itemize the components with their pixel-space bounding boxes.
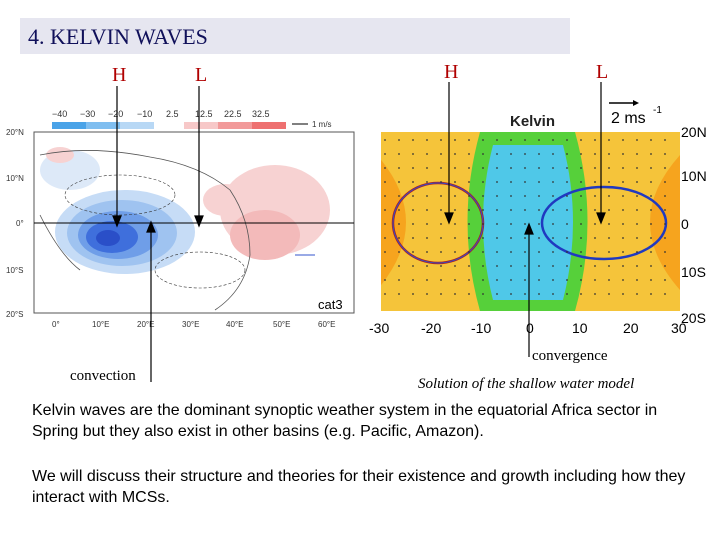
lat-tick: 20°N xyxy=(6,128,24,137)
label-l-right: L xyxy=(596,61,609,83)
label-l-left: L xyxy=(195,64,208,86)
lon-tick: 60°E xyxy=(318,320,335,329)
vector-unit: 1 m/s xyxy=(312,120,332,129)
colorbar-tick: −30 xyxy=(80,109,95,119)
x-tick: -20 xyxy=(421,320,441,336)
label-h-left: H xyxy=(112,64,127,86)
slide-title: 4. KELVIN WAVES xyxy=(28,24,208,49)
lat-tick: 0° xyxy=(16,219,24,228)
colorbar-tick: −10 xyxy=(137,109,152,119)
caption-model: Solution of the shallow water model xyxy=(418,376,635,392)
colorbar-tick: 12.5 xyxy=(195,109,213,119)
colorbar-tick: −20 xyxy=(108,109,123,119)
colorbar xyxy=(52,122,286,129)
paragraph-1: Kelvin waves are the dominant synoptic w… xyxy=(32,402,658,440)
lon-tick: 20°E xyxy=(137,320,154,329)
model-title: Kelvin xyxy=(510,113,555,130)
x-tick: 0 xyxy=(526,320,534,336)
label-h-right: H xyxy=(444,61,459,83)
lon-tick: 0° xyxy=(52,320,60,329)
lat-tick: 20°S xyxy=(6,310,23,319)
arrow-scale: 2 ms xyxy=(611,110,646,127)
y-tick: 10S xyxy=(681,264,706,280)
wind-vector-field xyxy=(384,139,666,295)
y-tick: 20N xyxy=(681,124,707,140)
lon-tick: 10°E xyxy=(92,320,109,329)
pointer-arrows xyxy=(112,82,606,382)
lon-tick: 50°E xyxy=(273,320,290,329)
lon-tick: 40°E xyxy=(226,320,243,329)
x-tick: 30 xyxy=(671,320,687,336)
colorbar-tick: −40 xyxy=(52,109,67,119)
y-tick: 0 xyxy=(681,216,689,232)
paragraph-2: We will discuss their structure and theo… xyxy=(32,468,686,506)
x-tick: -10 xyxy=(471,320,491,336)
colorbar-tick: 22.5 xyxy=(224,109,242,119)
y-tick: 10N xyxy=(681,168,707,184)
shallow-water-model-plot: Kelvin 2 ms -1 20N 10N 0 10S 20S -30 -20… xyxy=(369,100,707,336)
title-bar: 4. KELVIN WAVES xyxy=(20,18,570,54)
cat3-annotation: cat3 xyxy=(318,297,343,312)
colorbar-tick: 2.5 xyxy=(166,109,179,119)
observed-kelvin-map: −40 −30 −20 −10 2.5 12.5 22.5 32.5 1 m/s… xyxy=(6,109,355,329)
lon-tick: 30°E xyxy=(182,320,199,329)
y-tick: 20S xyxy=(681,310,706,326)
x-tick: 20 xyxy=(623,320,639,336)
colorbar-tick: 32.5 xyxy=(252,109,270,119)
x-tick: 10 xyxy=(572,320,588,336)
arrow-scale-unit: -1 xyxy=(653,105,662,116)
lat-tick: 10°N xyxy=(6,174,24,183)
lat-tick: 10°S xyxy=(6,266,23,275)
caption-convection: convection xyxy=(70,368,136,384)
x-tick: -30 xyxy=(369,320,389,336)
caption-convergence: convergence xyxy=(532,348,608,364)
